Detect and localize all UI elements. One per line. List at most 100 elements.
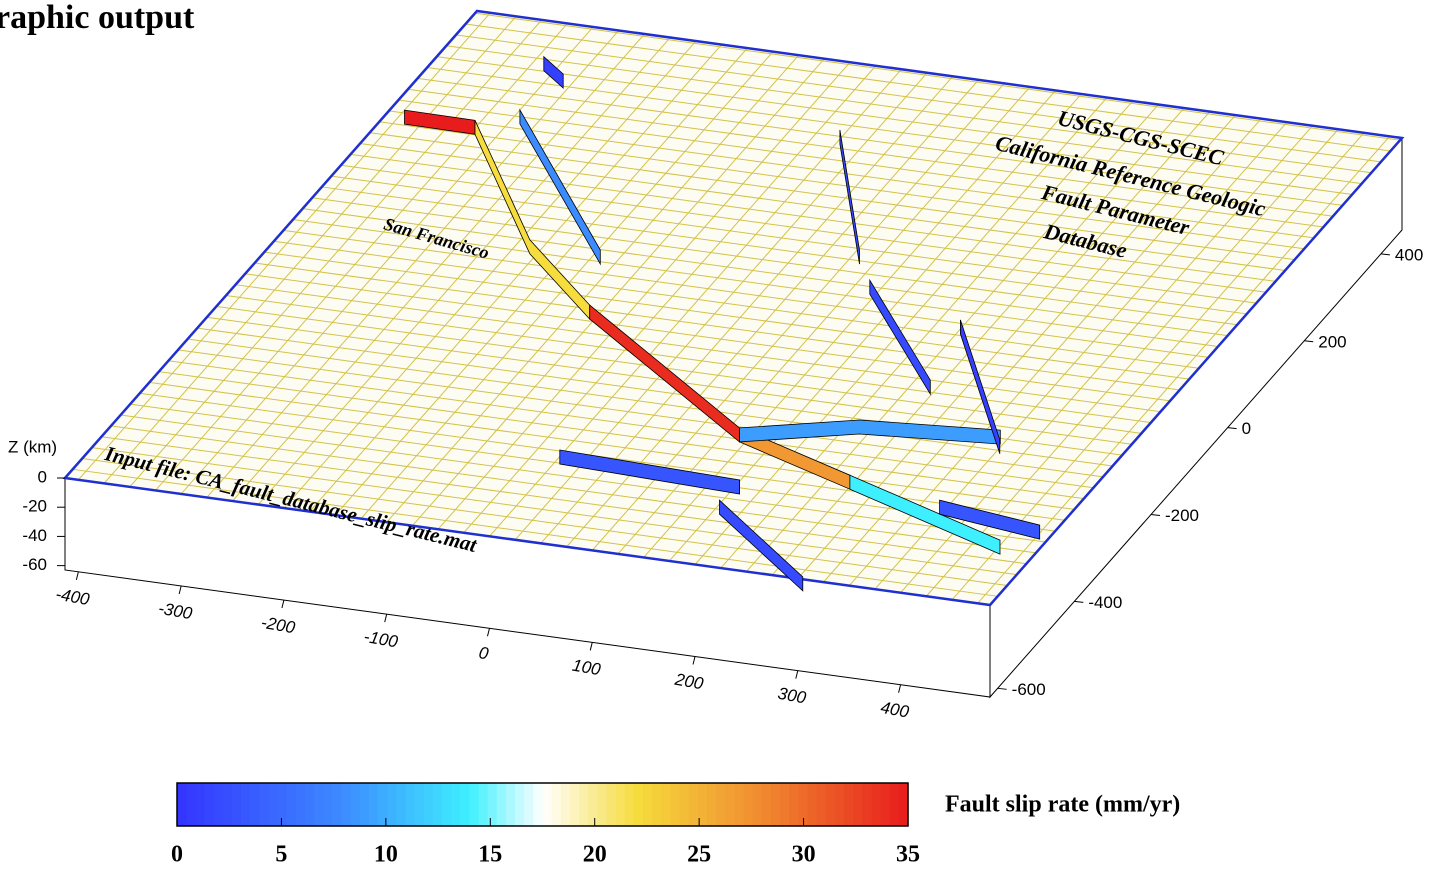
colorbar-swatch xyxy=(351,783,361,826)
colorbar-swatch xyxy=(835,783,845,826)
colorbar-swatch xyxy=(588,783,598,826)
colorbar-swatch xyxy=(661,783,671,826)
colorbar-swatch xyxy=(341,783,351,826)
z-tick-label: 0 xyxy=(38,467,47,486)
colorbar-swatch xyxy=(323,783,333,826)
colorbar-tick-label: 30 xyxy=(792,842,816,868)
y-tick xyxy=(1151,515,1160,516)
colorbar-swatch xyxy=(707,783,717,826)
colorbar-swatch xyxy=(881,783,891,826)
colorbar-swatch xyxy=(616,783,626,826)
x-tick xyxy=(179,586,181,594)
x-tick-label: 300 xyxy=(776,684,808,708)
colorbar-swatch xyxy=(899,783,909,826)
colorbar-swatch xyxy=(890,783,900,826)
colorbar-tick-label: 10 xyxy=(374,842,398,868)
colorbar-swatch xyxy=(250,783,260,826)
colorbar-tick-label: 5 xyxy=(275,842,287,868)
colorbar-swatch xyxy=(807,783,817,826)
x-tick xyxy=(76,572,78,580)
colorbar-swatch xyxy=(725,783,735,826)
colorbar-swatch xyxy=(652,783,662,826)
colorbar-swatch xyxy=(716,783,726,826)
colorbar-swatch xyxy=(278,783,288,826)
colorbar-swatch xyxy=(415,783,425,826)
x-tick xyxy=(796,671,798,679)
y-tick xyxy=(1381,254,1390,255)
colorbar-swatch xyxy=(771,783,781,826)
colorbar-swatch xyxy=(871,783,881,826)
x-tick xyxy=(590,642,592,650)
x-tick xyxy=(282,600,284,608)
colorbar-swatch xyxy=(296,783,306,826)
colorbar-swatch xyxy=(305,783,315,826)
colorbar-swatch xyxy=(223,783,233,826)
colorbar-swatch xyxy=(360,783,370,826)
colorbar-swatch xyxy=(606,783,616,826)
colorbar-swatch xyxy=(204,783,214,826)
colorbar-swatch xyxy=(597,783,607,826)
colorbar-label: Fault slip rate (mm/yr) xyxy=(945,792,1180,818)
x-tick-label: -300 xyxy=(157,599,194,624)
colorbar-swatch xyxy=(442,783,452,826)
x-tick xyxy=(693,657,695,665)
colorbar-swatch xyxy=(268,783,278,826)
x-tick-label: 400 xyxy=(879,698,911,722)
colorbar-swatch xyxy=(488,783,498,826)
colorbar-swatch xyxy=(561,783,571,826)
colorbar-swatch xyxy=(186,783,196,826)
colorbar-swatch xyxy=(853,783,863,826)
y-tick-label: -400 xyxy=(1088,593,1122,612)
colorbar-swatch xyxy=(680,783,690,826)
x-tick xyxy=(385,614,387,622)
colorbar-swatch xyxy=(570,783,580,826)
colorbar-swatch xyxy=(232,783,242,826)
colorbar-swatch xyxy=(844,783,854,826)
z-tick-label: -20 xyxy=(22,497,47,516)
colorbar-tick-label: 20 xyxy=(583,842,607,868)
colorbar-swatch xyxy=(405,783,415,826)
colorbar-swatch xyxy=(643,783,653,826)
y-tick-label: 400 xyxy=(1395,245,1423,264)
colorbar-swatch xyxy=(497,783,507,826)
colorbar-swatch xyxy=(506,783,516,826)
y-tick xyxy=(1074,601,1083,602)
colorbar-swatch xyxy=(533,783,543,826)
colorbar-swatch xyxy=(177,783,187,826)
colorbar-swatch xyxy=(552,783,562,826)
colorbar-swatch xyxy=(387,783,397,826)
colorbar-swatch xyxy=(744,783,754,826)
x-tick xyxy=(487,628,489,636)
x-tick-label: 200 xyxy=(673,670,706,694)
colorbar-swatch xyxy=(259,783,269,826)
x-tick-label: 100 xyxy=(571,656,603,680)
y-tick-label: 200 xyxy=(1318,332,1346,351)
colorbar-swatch xyxy=(369,783,379,826)
colorbar-swatch xyxy=(314,783,324,826)
colorbar-swatch xyxy=(479,783,489,826)
colorbar-swatch xyxy=(195,783,205,826)
y-tick xyxy=(1228,428,1237,429)
colorbar-tick-label: 0 xyxy=(171,842,183,868)
colorbar-swatch xyxy=(862,783,872,826)
colorbar-swatch xyxy=(780,783,790,826)
x-tick xyxy=(899,685,901,693)
y-tick-label: -200 xyxy=(1165,506,1199,525)
x-tick-label: -100 xyxy=(362,627,399,652)
colorbar-swatch xyxy=(625,783,635,826)
colorbar-swatch xyxy=(241,783,251,826)
figure: graphic output USGS-CGS-SCECCalifornia R… xyxy=(0,0,1444,869)
z-tick-label: -40 xyxy=(22,526,47,545)
colorbar-tick-label: 35 xyxy=(896,842,920,868)
colorbar-swatch xyxy=(789,783,799,826)
colorbar-swatch xyxy=(332,783,342,826)
z-tick-label: -60 xyxy=(22,555,47,574)
colorbar-swatch xyxy=(460,783,470,826)
y-tick xyxy=(998,688,1007,689)
colorbar-swatch xyxy=(396,783,406,826)
x-tick-label: 0 xyxy=(477,643,490,663)
colorbar-swatch xyxy=(734,783,744,826)
colorbar-swatch xyxy=(515,783,525,826)
colorbar-swatch xyxy=(469,783,479,826)
